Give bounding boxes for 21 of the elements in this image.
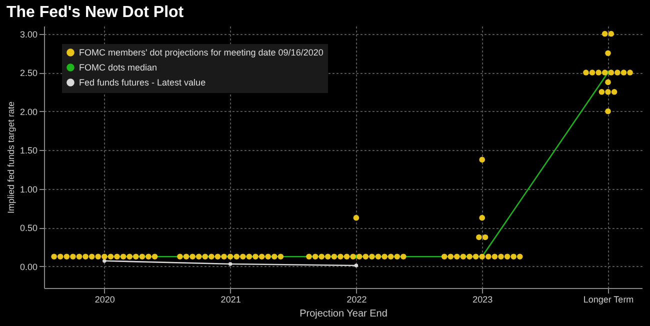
x-tick-label: 2021 [220,294,241,304]
x-tick-label: 2020 [94,294,115,304]
y-tick-label: 2.00 [20,106,38,117]
x-tick-label: 2022 [346,294,367,304]
y-tick-label: 1.50 [20,146,38,156]
y-tick-label: 1.00 [20,184,38,194]
y-axis-title: Implied fed funds target rate [6,101,16,214]
y-tick-label: 2.50 [20,68,38,78]
x-tick-label: 2023 [472,294,493,304]
chart-title: The Fed's New Dot Plot [6,4,184,21]
legend-label: Fed funds futures - Latest value [79,78,206,88]
point [228,262,232,266]
y-tick-label: 3.00 [20,29,38,40]
legend-label: FOMC dots median [79,62,158,72]
x-axis-title: Projection Year End [300,308,388,320]
point [102,259,106,263]
x-tick-label: Longer Term [583,294,634,304]
y-tick-label: 0.00 [20,262,38,272]
y-tick-label: 0.50 [20,223,38,234]
legend-label: FOMC members' dot projections for meeting date 09/16/2020 [79,48,324,58]
point [354,264,358,268]
